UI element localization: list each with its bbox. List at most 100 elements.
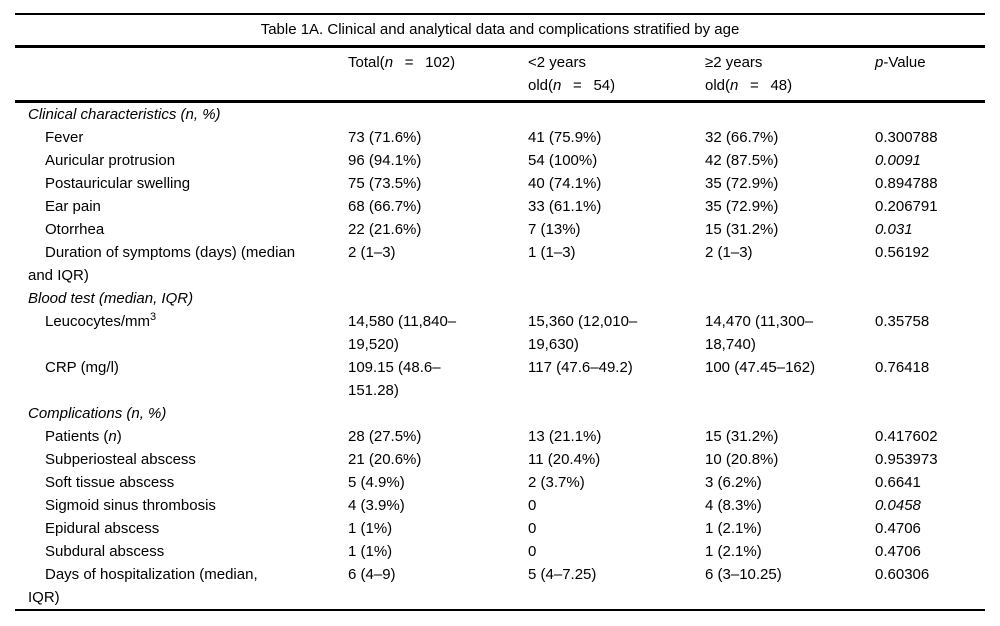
col-header-pvalue-text: -Value: [883, 54, 926, 71]
cell-total: 109.15 (48.6– 151.28): [348, 359, 441, 399]
col-header-total: Total(n = 102): [348, 48, 528, 103]
table-row-fever: Fever 73 (71.6%) 41 (75.9%) 32 (66.7%) 0…: [15, 126, 985, 149]
table-row-epidural-abscess: Epidural abscess 1 (1%) 0 1 (2.1%) 0.470…: [15, 517, 985, 540]
col-header-under2-text: old(: [528, 77, 554, 94]
cell-over2: 10 (20.8%): [705, 451, 779, 468]
cell-total: 1 (1%): [348, 520, 393, 537]
cell-total: 5 (4.9%): [348, 474, 405, 491]
row-label: Epidural abscess: [45, 520, 160, 537]
cell-pvalue: 0.031: [875, 221, 913, 238]
data-table: Total(n = 102) <2 years old(n = 54) ≥2 y…: [15, 48, 985, 609]
cell-over2: 15 (31.2%): [705, 428, 779, 445]
cell-pvalue: 0.35758: [875, 313, 930, 330]
table-row-crp: CRP (mg/l) 109.15 (48.6– 151.28) 117 (47…: [15, 356, 985, 402]
cell-under2: 13 (21.1%): [528, 428, 602, 445]
row-label: Leucocytes/mm3: [15, 310, 348, 356]
table-row-duration-of-symptoms: Duration of symptoms (days) (median and …: [15, 241, 985, 287]
col-header-over2-line1: ≥2 years: [705, 54, 763, 71]
cell-over2: 1 (2.1%): [705, 543, 762, 560]
table-row-auricular-protrusion: Auricular protrusion 96 (94.1%) 54 (100%…: [15, 149, 985, 172]
row-label: Days of hospitalization (median, IQR): [28, 566, 258, 606]
table-row-days-of-hospitalization: Days of hospitalization (median, IQR) 6 …: [15, 563, 985, 609]
row-label-text: Patients (: [45, 428, 109, 445]
col-header-pvalue-pvar: p: [875, 54, 884, 71]
section-row-blood-test: Blood test (median, IQR): [15, 287, 985, 310]
bottom-rule: [15, 609, 985, 611]
col-header-under2-line2: old(n = 54): [528, 74, 705, 97]
cell-total: 28 (27.5%): [348, 428, 422, 445]
cell-pvalue: 0.4706: [875, 520, 921, 537]
cell-over2: 6 (3–10.25): [705, 566, 782, 583]
cell-over2: 4 (8.3%): [705, 497, 762, 514]
col-header-under2-count: = 54): [561, 77, 616, 94]
table-body: Clinical characteristics (n, %) Fever 73…: [15, 102, 985, 610]
cell-over2: 2 (1–3): [705, 244, 753, 261]
cell-pvalue: 0.4706: [875, 543, 921, 560]
section-row-complications: Complications (n, %): [15, 402, 985, 425]
section-title: Blood test (median, IQR): [28, 290, 194, 307]
cell-under2: 11 (20.4%): [528, 451, 601, 468]
table-row-soft-tissue-abscess: Soft tissue abscess 5 (4.9%) 2 (3.7%) 3 …: [15, 471, 985, 494]
row-label: Soft tissue abscess: [45, 474, 175, 491]
cell-total: 4 (3.9%): [348, 497, 405, 514]
cell-total: 73 (71.6%): [348, 129, 422, 146]
col-header-empty: [15, 48, 348, 103]
row-label: Subperiosteal abscess: [45, 451, 196, 468]
cell-total: 1 (1%): [348, 543, 393, 560]
table-header: Total(n = 102) <2 years old(n = 54) ≥2 y…: [15, 48, 985, 103]
cell-pvalue: 0.6641: [875, 474, 921, 491]
row-label-nvar: n: [108, 428, 117, 445]
cell-over2: 35 (72.9%): [705, 198, 779, 215]
col-header-over2-count: = 48): [738, 77, 793, 94]
cell-under2: 41 (75.9%): [528, 129, 602, 146]
cell-pvalue: 0.894788: [875, 175, 938, 192]
col-header-total-nvar: n: [384, 54, 394, 71]
cell-under2: 117 (47.6–49.2): [528, 359, 633, 376]
table-row-ear-pain: Ear pain 68 (66.7%) 33 (61.1%) 35 (72.9%…: [15, 195, 985, 218]
cell-pvalue: 0.76418: [875, 359, 930, 376]
cell-pvalue: 0.56192: [875, 244, 930, 261]
cell-over2: 32 (66.7%): [705, 129, 779, 146]
row-label: CRP (mg/l): [45, 359, 119, 376]
row-label: Otorrhea: [45, 221, 105, 238]
row-label-text: Leucocytes/mm: [45, 313, 151, 330]
table-row-patients: Patients (n) 28 (27.5%) 13 (21.1%) 15 (3…: [15, 425, 985, 448]
cell-pvalue: 0.300788: [875, 129, 938, 146]
section-title: Clinical characteristics (n, %): [28, 106, 221, 123]
col-header-under2-line1: <2 years: [528, 54, 586, 71]
cell-under2: 33 (61.1%): [528, 198, 602, 215]
row-label: Duration of symptoms (days) (median and …: [28, 244, 296, 284]
cell-pvalue: 0.953973: [875, 451, 938, 468]
table-row-postauricular-swelling: Postauricular swelling 75 (73.5%) 40 (74…: [15, 172, 985, 195]
header-row: Total(n = 102) <2 years old(n = 54) ≥2 y…: [15, 48, 985, 103]
cell-over2: 35 (72.9%): [705, 175, 779, 192]
col-header-pvalue: p-Value: [875, 48, 985, 103]
cell-total: 96 (94.1%): [348, 152, 422, 169]
cell-over2: 14,470 (11,300– 18,740): [705, 313, 814, 353]
cell-total: 6 (4–9): [348, 566, 396, 583]
cell-over2: 3 (6.2%): [705, 474, 762, 491]
row-label: Subdural abscess: [45, 543, 165, 560]
row-label: Sigmoid sinus thrombosis: [45, 497, 216, 514]
row-label: Ear pain: [45, 198, 101, 215]
col-header-over2-line2: old(n = 48): [705, 74, 875, 97]
cell-total: 21 (20.6%): [348, 451, 422, 468]
cell-over2: 42 (87.5%): [705, 152, 779, 169]
cell-under2: 7 (13%): [528, 221, 581, 238]
cell-pvalue: 0.0458: [875, 497, 921, 514]
cell-over2: 15 (31.2%): [705, 221, 779, 238]
row-label: Auricular protrusion: [45, 152, 176, 169]
cell-under2: 0: [528, 497, 537, 514]
section-row-clinical: Clinical characteristics (n, %): [15, 102, 985, 127]
cell-total: 2 (1–3): [348, 244, 396, 261]
table-row-otorrhea: Otorrhea 22 (21.6%) 7 (13%) 15 (31.2%) 0…: [15, 218, 985, 241]
cell-under2: 1 (1–3): [528, 244, 576, 261]
table-row-sigmoid-sinus-thrombosis: Sigmoid sinus thrombosis 4 (3.9%) 0 4 (8…: [15, 494, 985, 517]
section-title: Complications (n, %): [28, 405, 167, 422]
cell-pvalue: 0.417602: [875, 428, 938, 445]
cell-under2: 2 (3.7%): [528, 474, 585, 491]
cell-total: 22 (21.6%): [348, 221, 422, 238]
table-row-subdural-abscess: Subdural abscess 1 (1%) 0 1 (2.1%) 0.470…: [15, 540, 985, 563]
col-header-under2: <2 years old(n = 54): [528, 48, 705, 103]
